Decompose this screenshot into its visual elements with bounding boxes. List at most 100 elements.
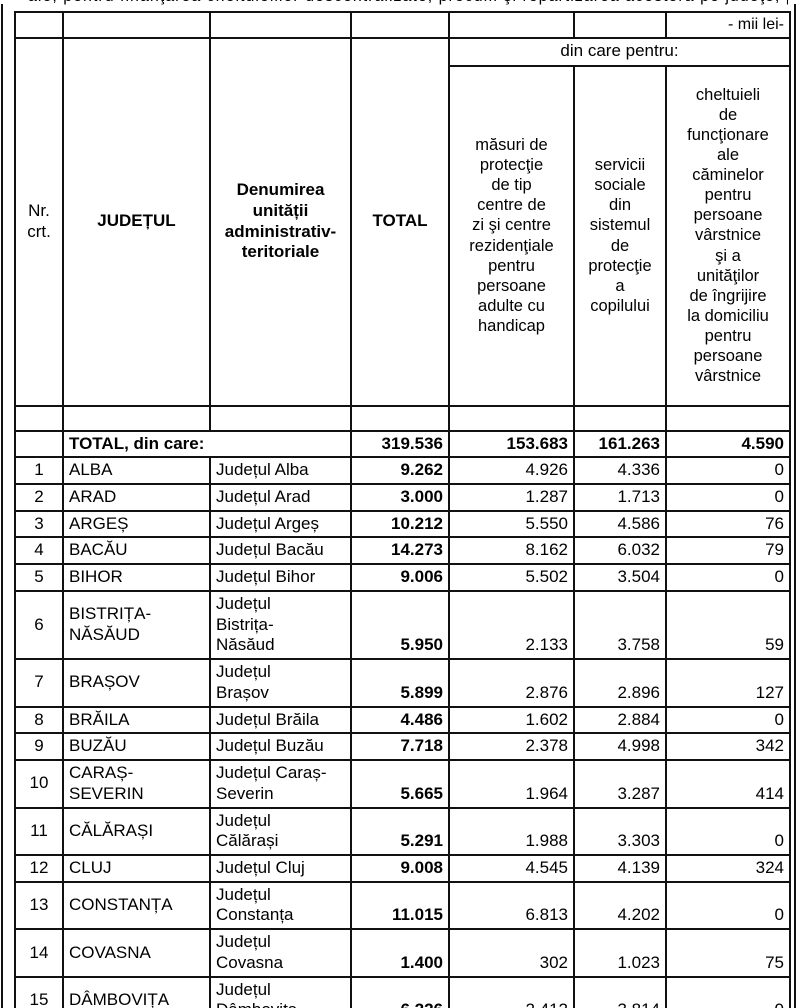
cell-county-name: BUZĂU xyxy=(62,732,211,762)
cell-camine-value: 324 xyxy=(665,854,791,883)
cell-admin-unit-name: Județul Covasna xyxy=(209,928,352,978)
cell-county-name: BISTRIȚA- NĂSĂUD xyxy=(62,589,211,661)
cell-admin-unit-name: Județul Constanța xyxy=(209,880,352,931)
county-row: 9 BUZĂU Județul Buzău 7.718 2.378 4.998 … xyxy=(14,732,791,762)
unit-note: - mii lei- xyxy=(665,11,791,39)
cell-total: 5.291 xyxy=(350,806,450,857)
cell-admin-unit-name: Județul Bistrița- Năsăud xyxy=(209,589,352,661)
cell-camine-value: 0 xyxy=(665,880,791,931)
cell-camine-value: 0 xyxy=(665,482,791,512)
cell-camine-value: 342 xyxy=(665,732,791,762)
cell-masuri-value: 2.876 xyxy=(448,658,575,708)
empty-cell xyxy=(350,404,450,432)
cell-admin-unit-name: Județul Buzău xyxy=(209,732,352,762)
cell-camine-value: 75 xyxy=(665,928,791,978)
grand-total-label: TOTAL, din care: xyxy=(62,429,352,459)
cell-servicii-value: 4.586 xyxy=(573,509,667,539)
cell-total: 7.718 xyxy=(350,732,450,762)
cell-county-name: BACĂU xyxy=(62,536,211,566)
cell-county-name: CONSTANȚA xyxy=(62,880,211,931)
cell-servicii-value: 2.896 xyxy=(573,658,667,708)
cell-servicii-value: 4.202 xyxy=(573,880,667,931)
cell-camine-value: 127 xyxy=(665,658,791,708)
empty-cell xyxy=(665,404,791,432)
county-row: 3 ARGEȘ Județul Argeș 10.212 5.550 4.586… xyxy=(14,509,791,539)
cell-admin-unit-name: Județul Argeș xyxy=(209,509,352,539)
empty-cell xyxy=(448,404,575,432)
unit-note-row: - mii lei- xyxy=(14,11,791,39)
cell-masuri-value: 5.502 xyxy=(448,563,575,592)
header-nr-crt: Nr. crt. xyxy=(14,36,64,407)
cell-total: 9.008 xyxy=(350,854,450,883)
county-row: 4 BACĂU Județul Bacău 14.273 8.162 6.032… xyxy=(14,536,791,566)
cell-masuri-value: 5.550 xyxy=(448,509,575,539)
county-row: 10 CARAȘ- SEVERIN Județul Caraș- Severin… xyxy=(14,759,791,809)
header-denumirea: Denumirea unității administrativ- terito… xyxy=(209,36,352,407)
county-row: 12 CLUJ Județul Cluj 9.008 4.545 4.139 3… xyxy=(14,854,791,883)
county-row: 2 ARAD Județul Arad 3.000 1.287 1.713 0 xyxy=(14,482,791,512)
cell-row-number: 7 xyxy=(14,658,64,708)
cell-masuri-value: 1.602 xyxy=(448,705,575,735)
cell-servicii-value: 3.287 xyxy=(573,759,667,809)
cell-masuri-value: 4.545 xyxy=(448,854,575,883)
grand-total-masuri: 153.683 xyxy=(448,429,575,459)
cell-servicii-value: 6.032 xyxy=(573,536,667,566)
empty-cell xyxy=(14,404,64,432)
cell-row-number: 13 xyxy=(14,880,64,931)
cell-servicii-value: 3.814 xyxy=(573,975,667,1008)
cell-total: 10.212 xyxy=(350,509,450,539)
page-frame-left-line xyxy=(1,4,3,1008)
cell-servicii-value: 1.713 xyxy=(573,482,667,512)
county-row: 11 CĂLĂRAȘI Județul Călărași 5.291 1.988… xyxy=(14,806,791,857)
cell-admin-unit-name: Județul Caraș- Severin xyxy=(209,759,352,809)
cell-county-name: CLUJ xyxy=(62,854,211,883)
grand-total-value: 319.536 xyxy=(350,429,450,459)
cell-masuri-value: 8.162 xyxy=(448,536,575,566)
header-cheltuieli-camine: cheltuieli de funcţionare ale căminelor … xyxy=(665,64,791,407)
cell-camine-value: 0 xyxy=(665,806,791,857)
empty-cell xyxy=(62,404,211,432)
county-row: 5 BIHOR Județul Bihor 9.006 5.502 3.504 … xyxy=(14,563,791,592)
empty-cell xyxy=(14,429,64,459)
grand-total-row: TOTAL, din care: 319.536 153.683 161.263… xyxy=(14,429,791,459)
cell-admin-unit-name: Județul Arad xyxy=(209,482,352,512)
cell-row-number: 4 xyxy=(14,536,64,566)
cell-total: 4.486 xyxy=(350,705,450,735)
cell-total: 14.273 xyxy=(350,536,450,566)
cell-total: 5.950 xyxy=(350,589,450,661)
din-care-row: Nr. crt. JUDEȚUL Denumirea unității admi… xyxy=(14,36,791,407)
cell-row-number: 3 xyxy=(14,509,64,539)
cell-masuri-value: 2.412 xyxy=(448,975,575,1008)
cell-row-number: 11 xyxy=(14,806,64,857)
cell-row-number: 15 xyxy=(14,975,64,1008)
cell-total: 11.015 xyxy=(350,880,450,931)
allocations-table: - mii lei- Nr. crt. JUDEȚUL Denumirea un… xyxy=(14,11,791,1008)
cell-camine-value: 59 xyxy=(665,589,791,661)
cell-county-name: CARAȘ- SEVERIN xyxy=(62,759,211,809)
cell-camine-value: 0 xyxy=(665,456,791,485)
cell-admin-unit-name: Județul Bihor xyxy=(209,563,352,592)
cell-total: 9.262 xyxy=(350,456,450,485)
cell-row-number: 10 xyxy=(14,759,64,809)
header-judetul: JUDEȚUL xyxy=(62,36,211,407)
county-row: 1 ALBA Județul Alba 9.262 4.926 4.336 0 xyxy=(14,456,791,485)
empty-cell xyxy=(14,11,64,39)
cell-total: 1.400 xyxy=(350,928,450,978)
cell-masuri-value: 2.378 xyxy=(448,732,575,762)
empty-cell xyxy=(573,404,667,432)
cell-camine-value: 76 xyxy=(665,509,791,539)
cell-camine-value: 0 xyxy=(665,975,791,1008)
cell-county-name: BRAȘOV xyxy=(62,658,211,708)
cell-row-number: 8 xyxy=(14,705,64,735)
county-row: 13 CONSTANȚA Județul Constanța 11.015 6.… xyxy=(14,880,791,931)
cell-county-name: ALBA xyxy=(62,456,211,485)
cell-camine-value: 79 xyxy=(665,536,791,566)
empty-cell xyxy=(209,404,352,432)
cell-row-number: 12 xyxy=(14,854,64,883)
cell-total: 6.226 xyxy=(350,975,450,1008)
county-row: 7 BRAȘOV Județul Brașov 5.899 2.876 2.89… xyxy=(14,658,791,708)
cell-servicii-value: 3.504 xyxy=(573,563,667,592)
grand-total-servicii: 161.263 xyxy=(573,429,667,459)
county-rows: 1 ALBA Județul Alba 9.262 4.926 4.336 0 … xyxy=(14,456,791,1008)
